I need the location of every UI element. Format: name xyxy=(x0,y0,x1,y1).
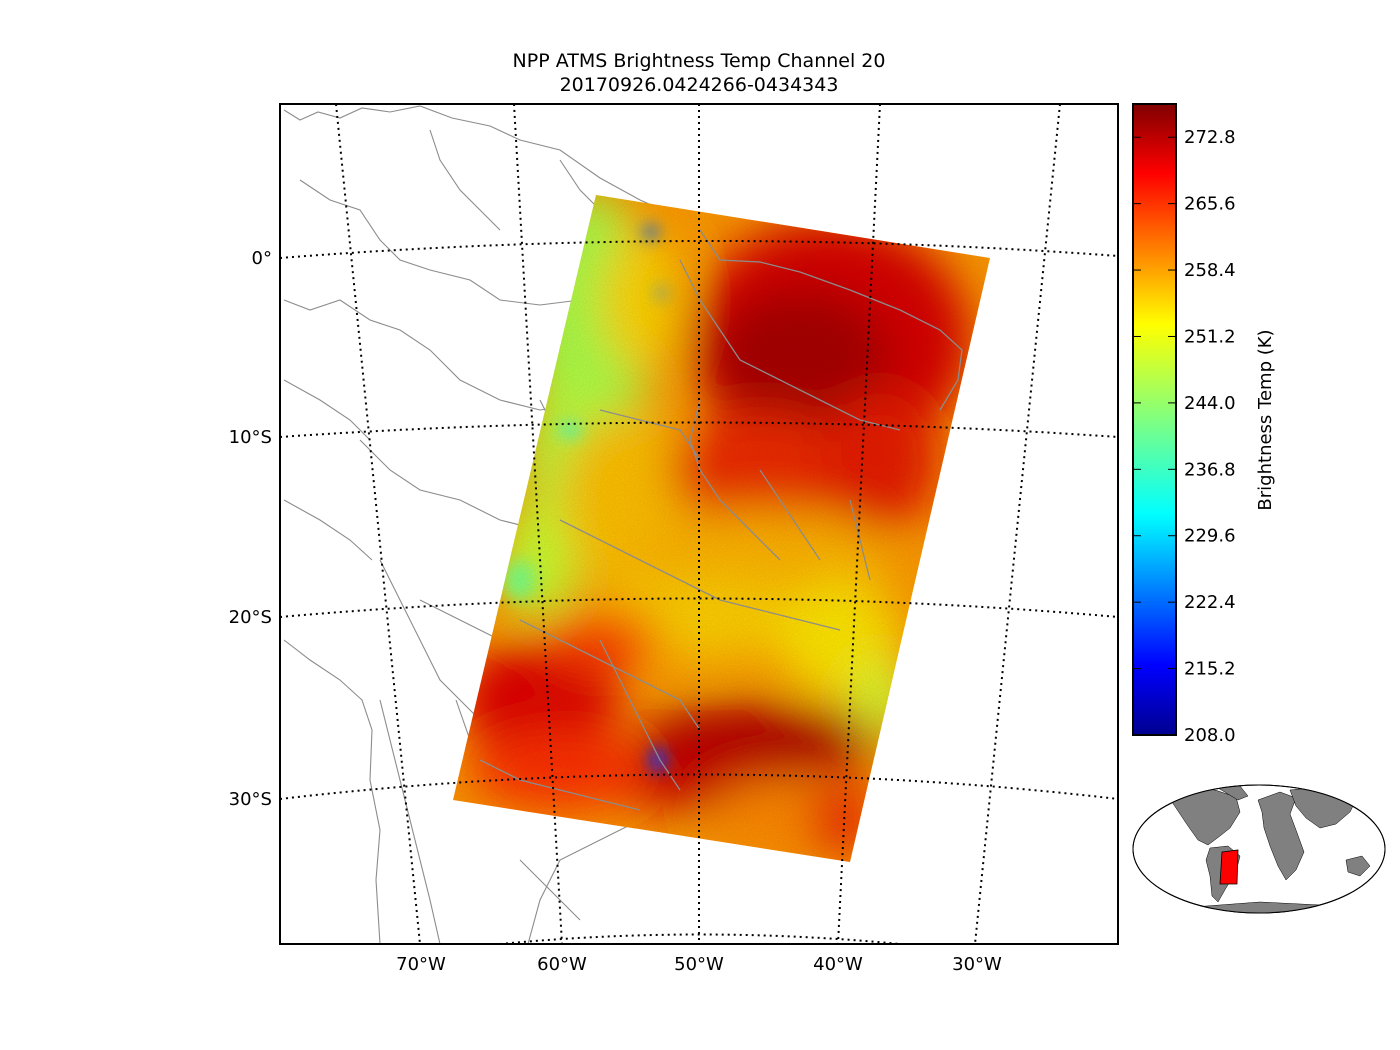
inset-swath-marker xyxy=(1219,849,1239,885)
lat-label-10s: 10°S xyxy=(229,427,272,448)
title-line2: 20170926.0424266-0434343 xyxy=(560,74,839,96)
title-line1: NPP ATMS Brightness Temp Channel 20 xyxy=(513,50,886,72)
map-area xyxy=(280,104,1118,944)
lat-label-30s: 30°S xyxy=(229,789,272,810)
inset-globe xyxy=(1132,784,1386,914)
colorbar-tick-label: 265.6 xyxy=(1184,194,1236,215)
colorbar-tick-label: 251.2 xyxy=(1184,326,1236,347)
colorbar-tick-label: 215.2 xyxy=(1184,659,1236,680)
colorbar-tick-label: 258.4 xyxy=(1184,260,1236,281)
lon-label-40w: 40°W xyxy=(813,954,863,975)
lat-label-0: 0° xyxy=(252,248,272,269)
colorbar-tick-label: 244.0 xyxy=(1184,393,1236,414)
colorbar-tick-label: 236.8 xyxy=(1184,459,1236,480)
lon-label-50w: 50°W xyxy=(674,954,724,975)
lon-label-70w: 70°W xyxy=(396,954,446,975)
colorbar-tick-label: 222.4 xyxy=(1184,592,1236,613)
colorbar-label: Brightness Temp (K) xyxy=(1255,329,1276,510)
lon-label-30w: 30°W xyxy=(952,954,1002,975)
colorbar-ticks: 208.0 215.2 222.4 229.6 236.8 244.0 251.2 258.4… xyxy=(1133,127,1236,746)
colorbar-tick-label: 208.0 xyxy=(1184,725,1236,746)
lon-label-60w: 60°W xyxy=(537,954,587,975)
graticule xyxy=(280,104,1118,944)
colorbar: 208.0 215.2 222.4 229.6 236.8 244.0 251.2 258.4… xyxy=(1132,103,1276,746)
colorbar-tick-label: 229.6 xyxy=(1184,526,1236,547)
colorbar-gradient xyxy=(1133,104,1176,735)
lat-label-20s: 20°S xyxy=(229,607,272,628)
colorbar-tick-label: 272.8 xyxy=(1184,127,1236,148)
colorbar-frame xyxy=(1132,103,1177,736)
map-frame xyxy=(279,103,1119,945)
